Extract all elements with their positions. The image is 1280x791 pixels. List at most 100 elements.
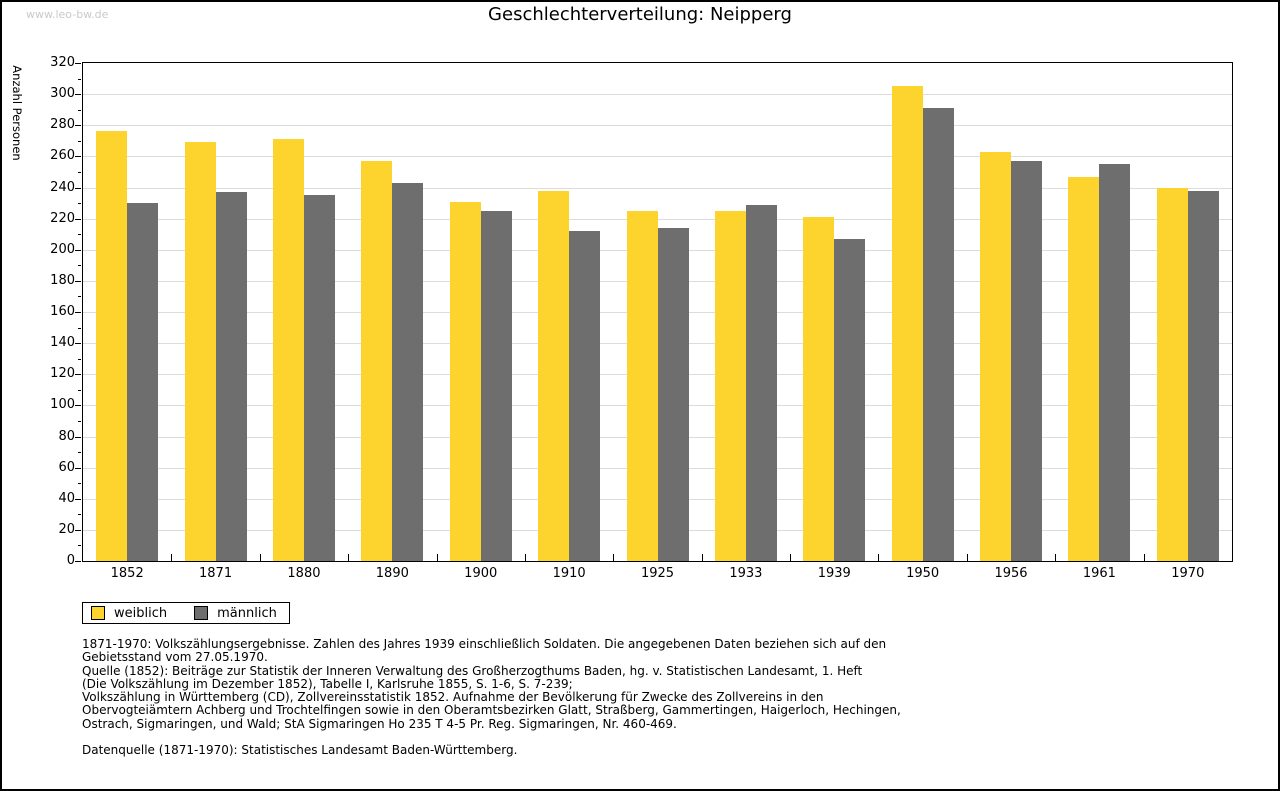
bar-männlich-1910 (569, 231, 601, 561)
x-tick-label: 1933 (729, 566, 763, 581)
y-tick-label: 280 (50, 117, 75, 133)
x-tick-label: 1910 (552, 566, 586, 581)
footer-line: Volkszählung in Württemberg (CD), Zollve… (82, 690, 824, 705)
y-axis-minor-tick (78, 358, 81, 360)
y-axis-minor-tick (78, 389, 81, 391)
y-axis-minor-tick (78, 296, 81, 298)
watermark: www.leo-bw.de (26, 8, 109, 21)
x-axis-tick (1144, 554, 1145, 561)
x-tick-label: 1950 (906, 566, 940, 581)
bar-männlich-1939 (834, 238, 866, 561)
plot-area (82, 62, 1233, 562)
y-axis-minor-tick (78, 203, 81, 205)
y-axis-tick (75, 529, 81, 531)
bar-weiblich-1900 (449, 201, 481, 561)
x-axis-tick (525, 554, 526, 561)
y-tick-label: 60 (58, 459, 75, 475)
footer-line: Gebietsstand vom 27.05.1970. (82, 650, 268, 665)
y-tick-label: 240 (50, 179, 75, 195)
y-axis-tick (75, 125, 81, 127)
x-tick-label: 1880 (287, 566, 321, 581)
y-axis-minor-tick (78, 514, 81, 516)
legend-swatch-weiblich (91, 606, 105, 620)
page-title: Geschlechterverteilung: Neipperg (488, 4, 792, 25)
y-axis-minor-tick (78, 420, 81, 422)
footer-line: 1871-1970: Volkszählungsergebnisse. Zahl… (82, 637, 887, 651)
bar-weiblich-1910 (538, 190, 570, 561)
y-axis-title: Anzahl Personen (10, 65, 24, 161)
y-tick-label: 80 (58, 428, 75, 444)
x-tick-label: 1956 (994, 566, 1028, 581)
y-axis-minor-tick (78, 265, 81, 267)
y-tick-label: 40 (58, 490, 75, 506)
bar-weiblich-1939 (803, 217, 835, 561)
y-tick-label: 100 (50, 397, 75, 413)
y-axis-minor-tick (78, 452, 81, 454)
bar-weiblich-1956 (980, 151, 1012, 561)
x-axis-tick (348, 554, 349, 561)
y-axis-minor-tick (78, 234, 81, 236)
x-tick-label: 1925 (640, 566, 675, 581)
bar-weiblich-1880 (272, 139, 304, 561)
y-tick-label: 320 (50, 55, 75, 70)
y-axis-tick (75, 187, 81, 189)
x-axis-tick (437, 554, 438, 561)
y-axis-minor-tick (78, 109, 81, 111)
bar-weiblich-1950 (891, 86, 923, 561)
gridline (83, 156, 1232, 158)
footer-line: Ostrach, Sigmaringen, und Wald; StA Sigm… (82, 716, 677, 731)
bar-männlich-1871 (215, 192, 247, 561)
y-tick-label: 160 (50, 304, 75, 319)
y-axis-tick (75, 249, 81, 251)
bar-weiblich-1890 (361, 161, 393, 561)
y-axis-minor-tick (78, 545, 81, 547)
bar-weiblich-1933 (714, 210, 746, 561)
bar-männlich-1950 (922, 108, 954, 561)
bar-männlich-1925 (657, 227, 689, 561)
gridline (83, 94, 1232, 96)
legend-item-weiblich: weiblich (91, 606, 167, 621)
x-axis-tick (1055, 554, 1056, 561)
y-axis-minor-tick (78, 327, 81, 329)
footer-line: (Die Volkszählung im Dezember 1852), Tab… (82, 676, 573, 691)
x-tick-label: 1961 (1082, 566, 1116, 581)
gridline (83, 125, 1232, 127)
y-axis-tick (75, 374, 81, 376)
bar-weiblich-1871 (184, 142, 216, 561)
x-axis-tick (790, 554, 791, 561)
y-axis-tick (75, 436, 81, 438)
bar-männlich-1970 (1187, 190, 1219, 561)
bar-männlich-1852 (127, 203, 159, 561)
y-axis-tick (75, 156, 81, 158)
y-axis-tick (75, 218, 81, 220)
legend-label: männlich (217, 605, 277, 621)
x-axis-tick (613, 554, 614, 561)
y-axis-tick (75, 63, 81, 64)
x-axis-tick (878, 554, 879, 561)
y-tick-label: 20 (58, 521, 75, 537)
y-axis-tick (75, 343, 81, 345)
legend: weiblich männlich (82, 602, 290, 624)
footer: 1871-1970: Volkszählungsergebnisse. Zahl… (82, 637, 901, 758)
bar-männlich-1956 (1011, 161, 1043, 561)
x-tick-label: 1939 (817, 566, 851, 581)
legend-item-männlich: männlich (194, 606, 277, 621)
y-axis-tick (75, 405, 81, 407)
y-axis-tick (75, 312, 81, 313)
x-tick-label: 1871 (199, 566, 233, 581)
bar-männlich-1890 (392, 182, 424, 561)
bar-weiblich-1925 (626, 210, 658, 561)
y-axis-tick (75, 94, 81, 96)
y-tick-label: 200 (50, 241, 75, 257)
x-tick-label: 1970 (1171, 566, 1205, 581)
bar-männlich-1880 (303, 195, 335, 561)
bar-weiblich-1852 (96, 131, 128, 561)
x-tick-label: 1890 (375, 566, 409, 581)
y-axis-tick (75, 467, 81, 469)
footer-line: Obervogteiämtern Achberg und Trochtelfin… (82, 703, 901, 718)
footer-line: Datenquelle (1871-1970): Statistisches L… (82, 743, 518, 758)
y-axis-minor-tick (78, 78, 81, 80)
x-axis-tick (171, 554, 172, 561)
y-axis-minor-tick (78, 140, 81, 142)
